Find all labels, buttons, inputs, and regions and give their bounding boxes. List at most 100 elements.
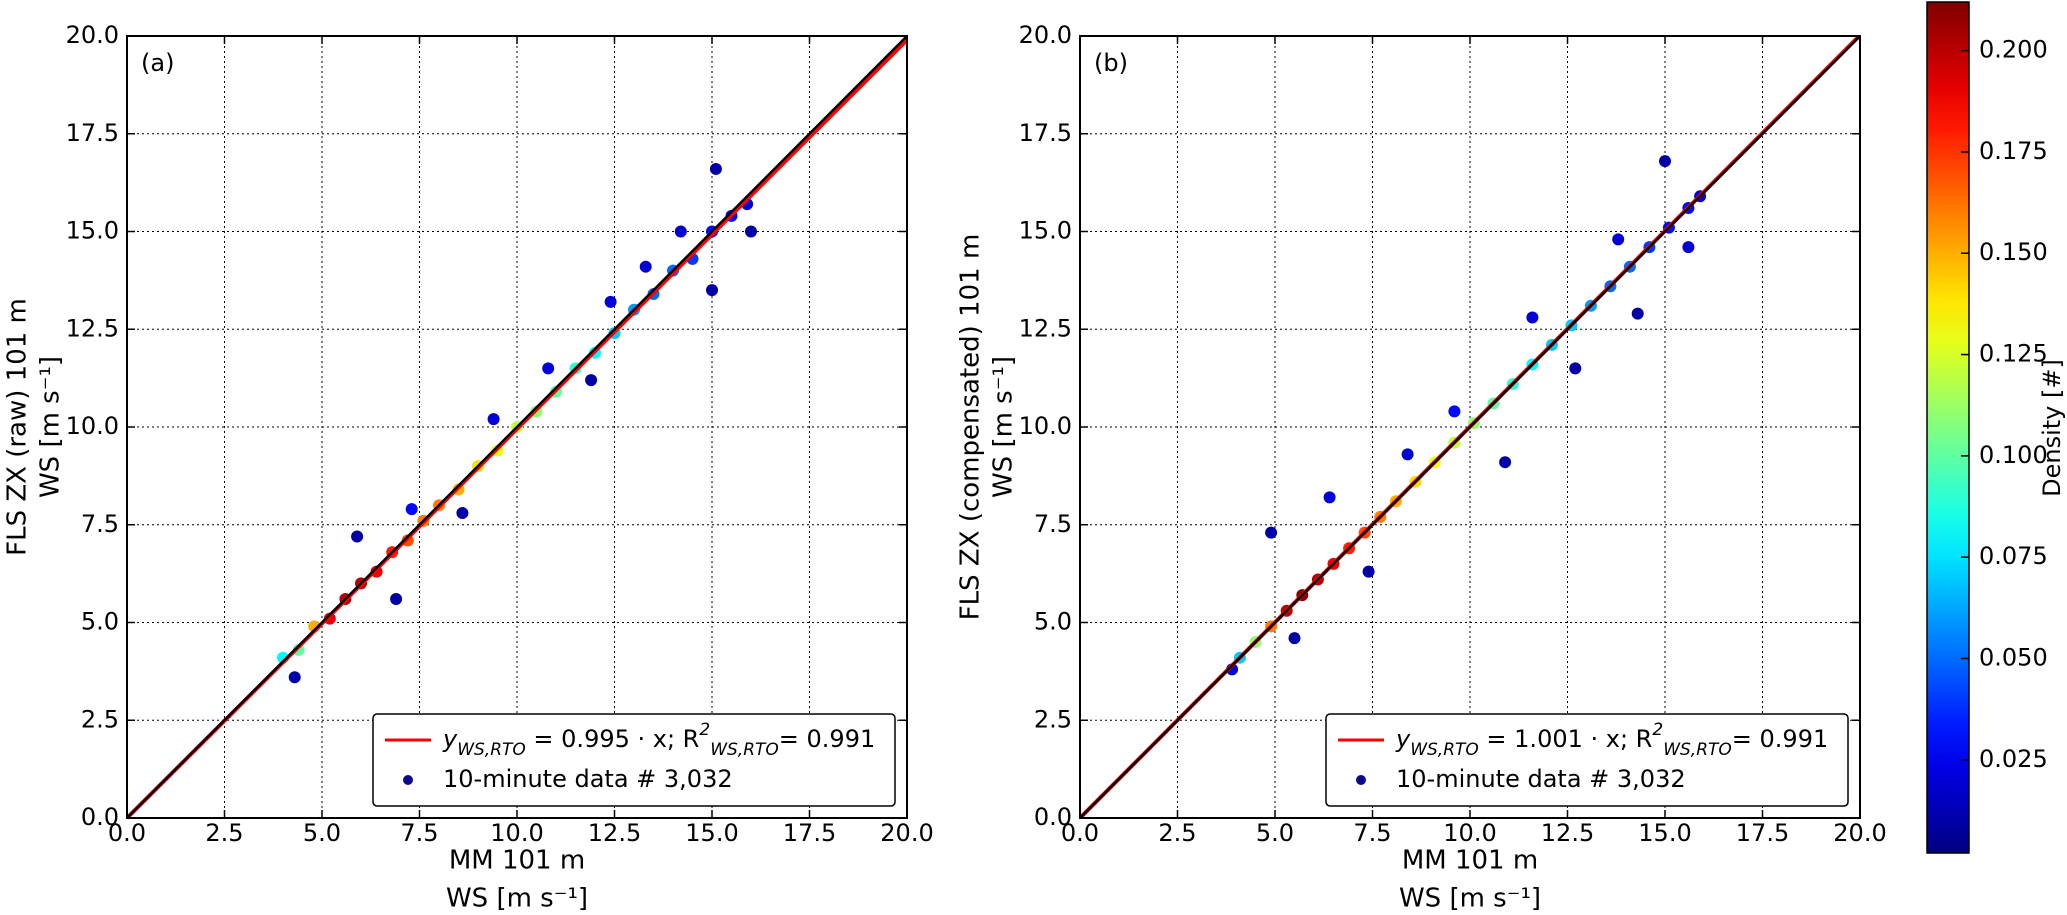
x-axis-label: WS [m s⁻¹] <box>446 884 588 914</box>
x-tick-label: 0.0 <box>108 819 146 847</box>
colorbar <box>1926 1 1970 854</box>
data-point <box>292 643 305 656</box>
data-point <box>456 507 469 520</box>
y-tick-label: 20.0 <box>66 21 119 49</box>
y-tick-label: 17.5 <box>1019 119 1072 147</box>
data-point <box>1362 565 1375 578</box>
y-tick-label: 17.5 <box>66 119 119 147</box>
data-point <box>1265 526 1278 539</box>
y-axis-label: FLS ZX (raw) 101 m <box>3 298 33 556</box>
x-axis-label: MM 101 m <box>1402 846 1538 876</box>
data-point <box>1682 241 1695 254</box>
colorbar-tick-label: 0.200 <box>1979 36 2048 64</box>
data-point <box>1401 448 1414 461</box>
axes-frame <box>126 35 908 819</box>
colorbar-label: Density [#] <box>2038 359 2066 497</box>
legend-label-part: WS,RTO <box>457 740 526 760</box>
one-to-one-line <box>127 36 907 818</box>
x-tick-label: 15.0 <box>685 819 738 847</box>
y-tick-label: 15.0 <box>66 217 119 245</box>
legend-label-part: WS,RTO <box>710 740 779 760</box>
x-tick-label: 12.5 <box>1541 819 1594 847</box>
y-tick-label: 15.0 <box>1019 217 1072 245</box>
colorbar-tick-label: 0.175 <box>1979 137 2048 165</box>
colorbar-tick-label: 0.025 <box>1979 745 2048 773</box>
data-point <box>1612 233 1625 246</box>
data-point <box>1288 632 1301 645</box>
y-axis-label: FLS ZX (compensated) 101 m <box>956 234 986 621</box>
y-tick-label: 2.5 <box>81 705 119 733</box>
data-point <box>351 530 364 543</box>
data-point <box>604 295 617 308</box>
one-to-one-line <box>1080 36 1860 818</box>
data-point <box>1569 362 1582 375</box>
panel-label: (b) <box>1094 49 1128 77</box>
data-point <box>1323 491 1336 504</box>
y-tick-label: 10.0 <box>66 412 119 440</box>
y-tick-label: 5.0 <box>81 608 119 636</box>
data-point <box>1499 456 1512 469</box>
data-point <box>639 260 652 273</box>
y-tick-label: 0.0 <box>81 803 119 831</box>
x-tick-label: 17.5 <box>1736 819 1789 847</box>
data-point <box>674 225 687 238</box>
plot-area <box>127 36 907 818</box>
x-tick-label: 15.0 <box>1638 819 1691 847</box>
x-tick-label: 20.0 <box>1833 819 1886 847</box>
y-tick-label: 5.0 <box>1034 608 1072 636</box>
y-tick-label: 12.5 <box>66 314 119 342</box>
legend-label: yWS,RTO = 1.001 · x; R2WS,RTO= 0.991 <box>1395 720 1828 760</box>
x-tick-label: 17.5 <box>783 819 836 847</box>
axes-frame <box>1079 35 1861 819</box>
y-axis-label: WS [m s⁻¹] <box>36 356 66 498</box>
legend-label-part: = 1.001 · x; R <box>1479 725 1653 753</box>
colorbar-tick-label: 0.100 <box>1979 441 2048 469</box>
legend-label: yWS,RTO = 0.995 · x; R2WS,RTO= 0.991 <box>442 720 875 760</box>
legend-marker <box>403 775 413 785</box>
x-axis-label: MM 101 m <box>449 846 585 876</box>
x-tick-label: 5.0 <box>303 819 341 847</box>
x-tick-label: 7.5 <box>400 819 438 847</box>
legend-label-part: = 0.991 <box>1732 725 1828 753</box>
legend-marker <box>1356 775 1366 785</box>
y-tick-label: 12.5 <box>1019 314 1072 342</box>
data-point <box>709 162 722 175</box>
legend-box <box>1325 713 1849 807</box>
x-tick-label: 2.5 <box>1158 819 1196 847</box>
legend-label-part: y <box>442 725 458 753</box>
y-tick-label: 7.5 <box>1034 510 1072 538</box>
legend-label-part: 2 <box>699 720 710 740</box>
data-point <box>1526 311 1539 324</box>
legend-label-part: = 0.991 <box>779 725 875 753</box>
y-tick-label: 10.0 <box>1019 412 1072 440</box>
legend-label: 10-minute data # 3,032 <box>1396 765 1686 793</box>
y-axis-label: WS [m s⁻¹] <box>989 356 1019 498</box>
colorbar-tick-label: 0.150 <box>1979 238 2048 266</box>
legend-label: 10-minute data # 3,032 <box>443 765 733 793</box>
legend-label-part: 2 <box>1652 720 1663 740</box>
x-tick-label: 5.0 <box>1256 819 1294 847</box>
legend-box <box>372 713 896 807</box>
data-point <box>487 413 500 426</box>
x-axis-label: WS [m s⁻¹] <box>1399 884 1541 914</box>
legend-label-part: = 0.995 · x; R <box>526 725 700 753</box>
x-tick-label: 0.0 <box>1061 819 1099 847</box>
data-point <box>745 225 757 238</box>
data-point <box>288 671 301 684</box>
data-point <box>1659 155 1671 168</box>
colorbar-tick-label: 0.075 <box>1979 542 2048 570</box>
y-tick-label: 20.0 <box>1019 21 1072 49</box>
x-tick-label: 20.0 <box>880 819 933 847</box>
data-point <box>585 374 598 387</box>
data-point <box>323 612 336 625</box>
colorbar-tick-label: 0.050 <box>1979 643 2048 671</box>
y-tick-label: 2.5 <box>1034 705 1072 733</box>
y-tick-label: 7.5 <box>81 510 119 538</box>
data-point <box>1448 405 1461 418</box>
data-point <box>1631 307 1644 320</box>
data-point <box>405 503 418 516</box>
legend-label-part: y <box>1395 725 1411 753</box>
x-tick-label: 10.0 <box>1443 819 1496 847</box>
data-point <box>542 362 555 375</box>
